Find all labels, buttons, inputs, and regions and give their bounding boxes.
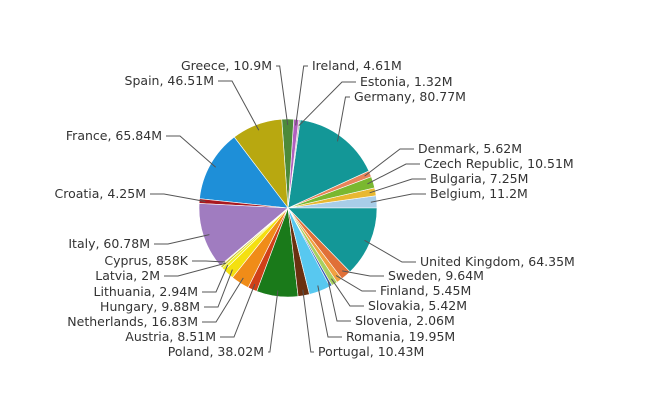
data-label-hungary: Hungary, 9.88M (100, 299, 200, 314)
data-label-sweden: Sweden, 9.64M (388, 268, 484, 283)
leader-line-belgium (370, 193, 426, 203)
leader-line-romania (317, 285, 342, 338)
data-label-france: France, 65.84M (66, 128, 162, 143)
leader-line-austria (220, 283, 256, 338)
slices-layer (198, 118, 378, 298)
leader-line-poland (268, 290, 279, 353)
slice-france[interactable] (199, 136, 289, 209)
leader-line-czech-republic (367, 163, 420, 185)
data-label-croatia: Croatia, 4.25M (55, 186, 147, 201)
slice-germany[interactable] (287, 119, 370, 209)
leader-line-spain (218, 80, 260, 131)
leader-line-finland (335, 275, 376, 292)
data-label-romania: Romania, 19.95M (346, 329, 455, 344)
leader-line-sweden (342, 270, 384, 277)
leader-line-greece (276, 65, 289, 126)
data-label-italy: Italy, 60.78M (68, 236, 150, 251)
leader-line-estonia (298, 81, 356, 127)
leader-line-ireland (295, 65, 308, 126)
data-label-lithuania: Lithuania, 2.94M (94, 284, 198, 299)
data-label-spain: Spain, 46.51M (125, 73, 214, 88)
leader-line-hungary (204, 269, 233, 308)
leader-line-lithuania (202, 264, 229, 293)
data-label-ireland: Ireland, 4.61M (312, 58, 402, 73)
leader-line-denmark (364, 148, 414, 177)
leader-line-cyprus (192, 260, 226, 263)
data-label-portugal: Portugal, 10.43M (318, 344, 424, 359)
data-label-poland: Poland, 38.02M (168, 344, 264, 359)
data-label-bulgaria: Bulgaria, 7.25M (430, 171, 528, 186)
leader-line-netherlands (202, 277, 244, 323)
data-label-czech-republic: Czech Republic, 10.51M (424, 156, 574, 171)
data-label-germany: Germany, 80.77M (354, 89, 466, 104)
data-label-cyprus: Cyprus, 858K (104, 253, 188, 268)
leader-line-latvia (164, 262, 227, 277)
data-label-austria: Austria, 8.51M (125, 329, 216, 344)
data-label-belgium: Belgium, 11.2M (430, 186, 528, 201)
data-label-greece: Greece, 10.9M (181, 58, 272, 73)
data-label-netherlands: Netherlands, 16.83M (67, 314, 198, 329)
leader-line-slovakia (330, 278, 364, 307)
data-label-finland: Finland, 5.45M (380, 283, 471, 298)
data-label-slovenia: Slovenia, 2.06M (355, 313, 455, 328)
data-label-denmark: Denmark, 5.62M (418, 141, 522, 156)
slice-united-kingdom[interactable] (287, 207, 378, 273)
leader-line-germany (337, 96, 350, 142)
data-label-slovakia: Slovakia, 5.42M (368, 298, 467, 313)
leader-line-france (166, 135, 217, 168)
leader-line-italy (154, 234, 210, 245)
leader-line-croatia (150, 193, 206, 202)
data-label-united-kingdom: United Kingdom, 64.35M (420, 254, 575, 269)
leader-line-bulgaria (369, 178, 426, 194)
leader-line-slovenia (327, 280, 351, 322)
leader-line-united-kingdom (364, 239, 416, 263)
data-label-estonia: Estonia, 1.32M (360, 74, 453, 89)
leaders-layer (150, 65, 426, 353)
data-label-latvia: Latvia, 2M (95, 268, 160, 283)
leader-line-portugal (302, 289, 314, 353)
